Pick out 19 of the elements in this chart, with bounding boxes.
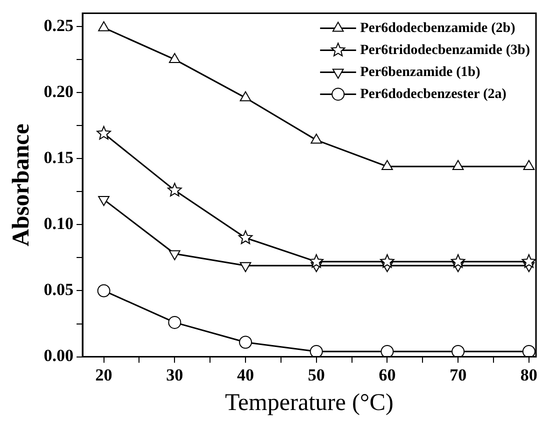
legend-label: Per6tridodecbenzamide (3b): [360, 42, 530, 58]
legend-label: Per6dodecbenzester (2a): [360, 86, 507, 102]
y-tick-label: 0.20: [44, 82, 74, 101]
y-tick-label: 0.25: [44, 16, 74, 35]
x-axis-title: Temperature (°C): [225, 390, 394, 416]
y-tick-label: 0.05: [44, 280, 74, 300]
y-axis-title: Absorbance: [8, 123, 35, 246]
text: 0.00: [44, 346, 74, 366]
x-tick-label: 20: [95, 365, 112, 384]
x-tick-label: 70: [450, 365, 467, 384]
y-tick-label: 0.15: [44, 148, 74, 167]
legend-label: Per6benzamide (1b): [360, 64, 481, 80]
y-tick-label: 0.10: [44, 214, 74, 234]
x-tick-label: 30: [166, 365, 184, 384]
legend-label: Per6dodecbenzamide (2b): [360, 20, 516, 36]
x-tick-label: 50: [308, 365, 325, 384]
x-tick-label: 40: [237, 365, 254, 384]
x-tick-label: 80: [520, 365, 538, 384]
x-tick-label: 60: [378, 365, 396, 384]
